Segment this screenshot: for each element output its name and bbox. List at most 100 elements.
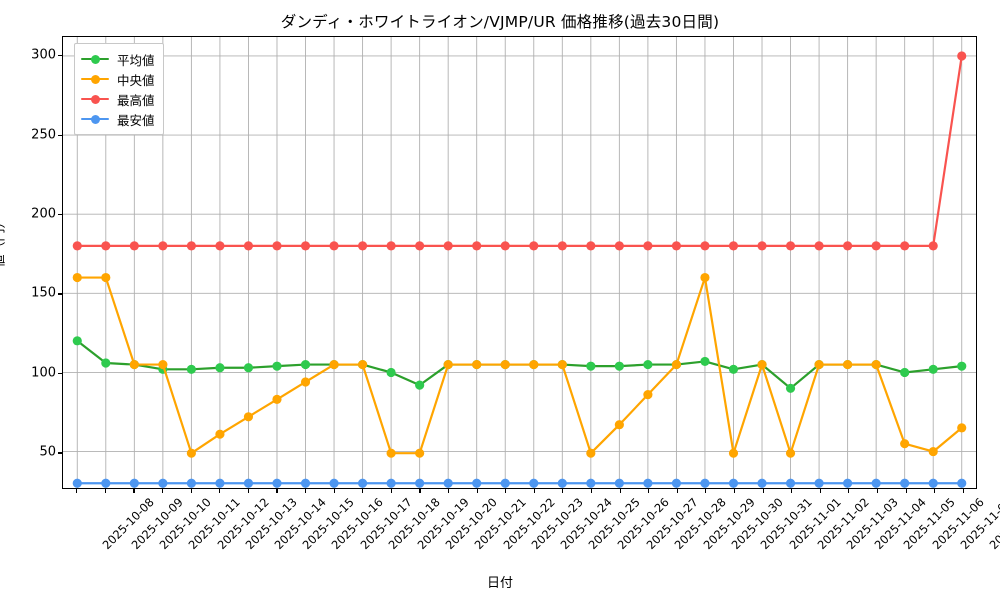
x-axis-tick-mark (76, 489, 78, 493)
legend-marker-icon (81, 93, 109, 105)
y-axis-tick-mark (58, 452, 62, 454)
data-point (728, 448, 739, 458)
data-point (272, 241, 282, 251)
x-axis-tick-mark (162, 489, 164, 493)
data-point (186, 448, 196, 458)
data-point (757, 359, 767, 370)
x-axis-tick-mark (133, 489, 135, 493)
data-point (215, 429, 225, 439)
data-point (386, 367, 396, 378)
data-point (443, 241, 453, 251)
x-axis-tick-mark (476, 489, 478, 493)
x-axis-tick-mark (333, 489, 335, 493)
data-point (272, 361, 282, 371)
x-axis-tick-mark (934, 489, 936, 493)
data-point (443, 359, 453, 370)
x-axis-tick-mark (305, 489, 307, 493)
data-point (928, 364, 938, 374)
data-point (643, 241, 653, 251)
data-point (215, 478, 225, 488)
data-point (300, 241, 311, 251)
y-axis-tick-mark (58, 372, 62, 375)
x-axis-tick-mark (791, 489, 793, 493)
data-point (814, 478, 824, 488)
x-axis-tick-mark (619, 489, 621, 493)
x-axis-tick-mark (362, 489, 364, 493)
legend-marker-icon (81, 113, 109, 125)
data-point (500, 359, 510, 370)
y-axis-tick-label: 200 (31, 206, 56, 222)
series-line-1 (76, 276, 963, 455)
data-point (614, 420, 624, 430)
data-point (415, 478, 425, 488)
x-axis-tick-mark (676, 489, 678, 493)
data-point (671, 478, 682, 488)
legend-item-3[interactable]: 最安値 (81, 109, 155, 129)
data-point (300, 478, 311, 488)
data-point (700, 478, 710, 488)
data-point (928, 241, 938, 251)
data-point (243, 412, 254, 422)
data-point (500, 478, 510, 488)
data-point (928, 447, 938, 457)
data-point (957, 361, 967, 371)
y-axis-label: 値（円） (0, 215, 8, 268)
data-point (757, 478, 767, 488)
x-axis-tick-mark (762, 489, 764, 493)
data-point (472, 478, 482, 488)
legend-label: 中央値 (117, 72, 155, 88)
data-point (900, 439, 910, 449)
x-axis-tick-mark (190, 489, 192, 493)
data-point (101, 358, 111, 368)
data-point (871, 241, 881, 251)
data-point (957, 423, 967, 433)
legend-item-0[interactable]: 平均値 (81, 49, 155, 69)
data-point (557, 359, 567, 370)
x-axis-tick-mark (276, 489, 278, 493)
data-point (300, 377, 311, 387)
x-axis-tick-mark (505, 489, 507, 493)
data-point (186, 364, 196, 374)
data-point (329, 241, 339, 251)
data-point (357, 241, 368, 251)
data-point (386, 478, 396, 488)
legend-item-2[interactable]: 最高値 (81, 89, 155, 109)
x-axis-tick-mark (562, 489, 564, 493)
data-point (843, 359, 853, 370)
y-axis-tick-mark (58, 55, 62, 57)
x-axis-tick-mark (104, 489, 106, 493)
data-point (843, 241, 853, 251)
data-point (300, 359, 311, 370)
data-point (643, 478, 653, 488)
data-point (243, 241, 254, 251)
data-point (472, 359, 482, 370)
legend-item-1[interactable]: 中央値 (81, 69, 155, 89)
data-point (158, 359, 168, 370)
y-axis-tick-label: 150 (31, 285, 56, 301)
data-point (500, 241, 510, 251)
x-axis-tick-mark (419, 489, 421, 493)
data-point (186, 241, 196, 251)
data-point (586, 361, 596, 371)
x-axis-tick-mark (533, 489, 535, 493)
chart-title: ダンディ・ホワイトライオン/VJMP/UR 価格推移(過去30日間) (280, 13, 720, 31)
data-point (900, 241, 910, 251)
data-point (586, 478, 596, 488)
data-point (129, 241, 139, 251)
y-axis-tick-label: 250 (31, 127, 56, 143)
data-point (671, 241, 682, 251)
data-point (329, 478, 339, 488)
data-point (415, 241, 425, 251)
data-point (757, 241, 767, 251)
x-axis-tick-mark (876, 489, 879, 493)
data-point (472, 241, 482, 251)
data-point (101, 272, 111, 283)
data-point (728, 478, 739, 488)
data-point (72, 241, 82, 251)
data-point (529, 241, 539, 251)
y-axis-tick-mark (58, 134, 62, 136)
data-point (215, 241, 225, 251)
data-point (243, 363, 254, 373)
data-point (643, 359, 653, 370)
